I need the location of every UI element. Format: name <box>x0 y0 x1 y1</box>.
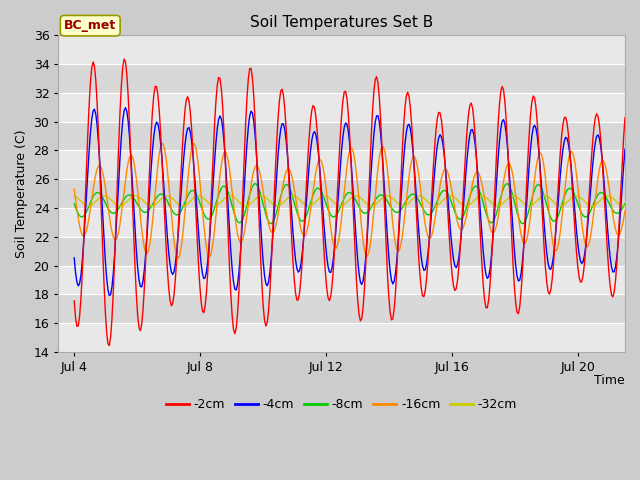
-16cm <box>177 247 185 252</box>
Line: -8cm: -8cm <box>74 184 625 224</box>
-16cm <box>621 208 629 214</box>
Line: -16cm: -16cm <box>74 144 625 258</box>
-4cm <box>106 293 113 299</box>
Bar <box>58 93 625 121</box>
-32cm <box>452 196 460 202</box>
Legend: -2cm, -4cm, -8cm, -16cm, -32cm: -2cm, -4cm, -8cm, -16cm, -32cm <box>161 393 522 416</box>
-8cm <box>451 209 459 215</box>
-16cm <box>174 255 182 261</box>
-8cm <box>362 210 370 216</box>
-4cm <box>454 262 461 267</box>
-8cm <box>621 201 629 206</box>
Bar <box>58 64 625 93</box>
Bar <box>58 294 625 323</box>
-2cm <box>70 298 78 304</box>
-2cm <box>364 230 371 236</box>
Text: BC_met: BC_met <box>64 19 116 32</box>
-2cm <box>454 277 461 283</box>
-32cm <box>454 197 461 203</box>
-2cm <box>431 144 438 150</box>
-2cm <box>177 173 185 179</box>
-16cm <box>405 174 413 180</box>
Line: -4cm: -4cm <box>74 108 625 296</box>
-16cm <box>364 253 371 259</box>
-4cm <box>452 265 460 271</box>
-8cm <box>518 221 526 227</box>
-4cm <box>621 146 629 152</box>
Bar <box>58 208 625 237</box>
-2cm <box>405 93 413 99</box>
Bar <box>58 36 625 64</box>
Bar <box>58 150 625 179</box>
-4cm <box>177 194 185 200</box>
-16cm <box>158 141 166 146</box>
Line: -32cm: -32cm <box>74 196 625 206</box>
Bar <box>58 265 625 294</box>
Bar <box>58 237 625 265</box>
-4cm <box>405 121 413 127</box>
Bar <box>58 323 625 352</box>
-8cm <box>70 201 78 206</box>
-16cm <box>452 214 460 219</box>
Y-axis label: Soil Temperature (C): Soil Temperature (C) <box>15 130 28 258</box>
-32cm <box>70 193 78 199</box>
Bar <box>58 121 625 150</box>
Line: -2cm: -2cm <box>74 59 625 346</box>
-8cm <box>174 212 182 217</box>
-32cm <box>383 193 391 199</box>
-32cm <box>174 201 182 207</box>
-8cm <box>452 212 460 218</box>
-16cm <box>454 219 461 225</box>
Bar <box>58 179 625 208</box>
-2cm <box>452 286 460 291</box>
-4cm <box>122 105 129 110</box>
-8cm <box>252 181 259 187</box>
Text: Time: Time <box>595 374 625 387</box>
-32cm <box>336 203 344 209</box>
-32cm <box>621 203 629 208</box>
-2cm <box>106 343 113 348</box>
-8cm <box>404 196 412 202</box>
Title: Soil Temperatures Set B: Soil Temperatures Set B <box>250 15 433 30</box>
-4cm <box>70 255 78 261</box>
-32cm <box>405 200 413 205</box>
-4cm <box>431 168 438 174</box>
-2cm <box>120 56 128 62</box>
-8cm <box>429 207 437 213</box>
-2cm <box>621 115 629 120</box>
-32cm <box>431 203 438 209</box>
-16cm <box>431 218 438 224</box>
-4cm <box>364 235 371 241</box>
-32cm <box>362 200 370 205</box>
-16cm <box>70 186 78 192</box>
